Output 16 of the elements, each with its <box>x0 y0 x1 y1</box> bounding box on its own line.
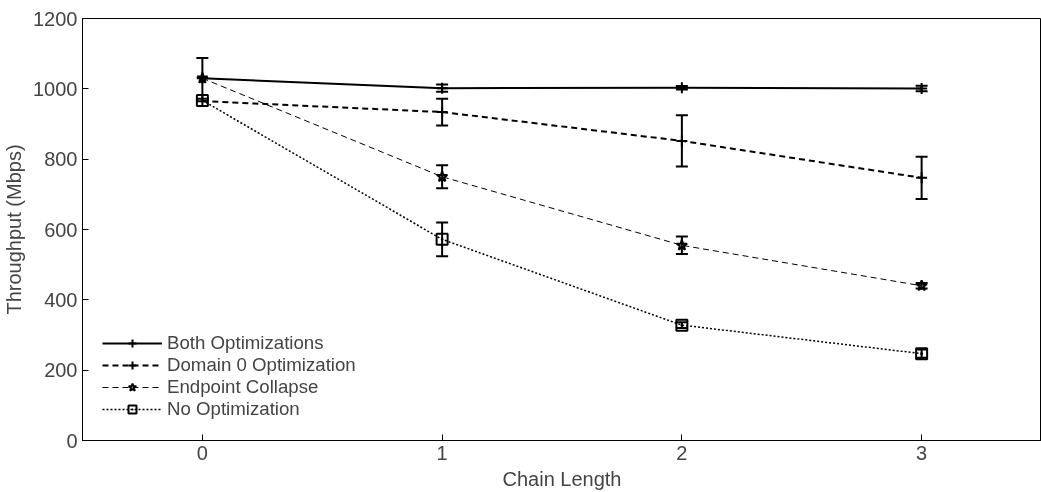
y-tick-label: 800 <box>44 148 78 171</box>
legend-label: No Optimization <box>167 398 300 420</box>
x-tick-label: 2 <box>676 441 688 464</box>
x-axis-title: Chain Length <box>502 467 622 490</box>
x-tick-label: 1 <box>436 441 448 464</box>
legend-label: Both Optimizations <box>167 332 324 354</box>
y-tick-label: 200 <box>44 359 78 382</box>
legend-label: Domain 0 Optimization <box>167 354 356 376</box>
y-tick-label: 600 <box>44 218 78 241</box>
legend-label: Endpoint Collapse <box>167 376 319 398</box>
y-axis-title: Throughput (Mbps) <box>3 144 26 315</box>
y-tick-label: 1000 <box>33 77 78 100</box>
x-tick-label: 0 <box>196 441 208 464</box>
y-tick-label: 1200 <box>33 7 78 30</box>
x-tick-label: 3 <box>916 441 928 464</box>
y-tick-label: 400 <box>44 288 78 311</box>
